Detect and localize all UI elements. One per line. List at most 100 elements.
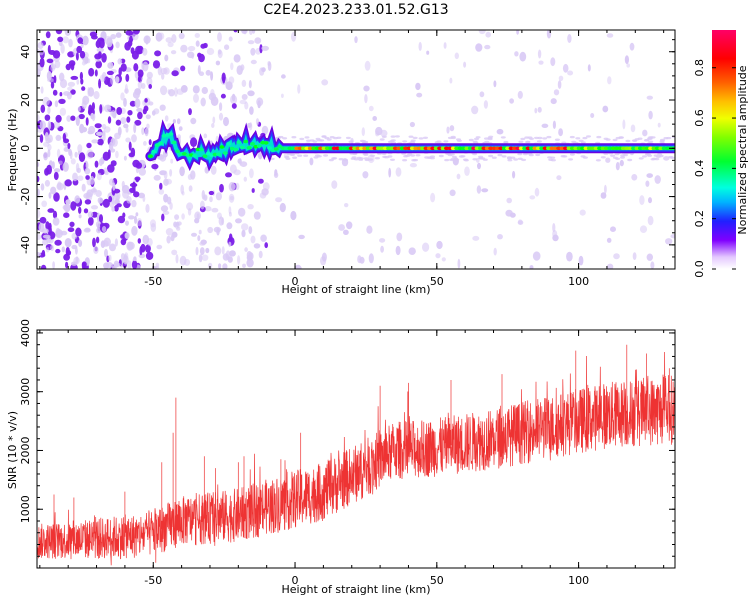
spectrogram-speckle (235, 182, 240, 191)
x-tick-label: 0 (292, 275, 299, 288)
spectrogram-speckle (221, 246, 225, 255)
spectrogram-speckle (449, 189, 456, 197)
spectrogram-speckle (104, 35, 112, 45)
spectrogram-speckle (208, 190, 215, 196)
spectrogram-speckle (37, 68, 41, 77)
spectrogram-speckle (96, 131, 103, 136)
ridge-blob (437, 146, 443, 151)
spectrogram-speckle (309, 157, 314, 166)
spectrogram-speckle (430, 155, 435, 158)
spectrogram-speckle (174, 222, 180, 229)
spectrogram-speckle (261, 125, 269, 135)
spectrogram-speckle (331, 180, 338, 189)
spectrogram-speckle (246, 251, 252, 259)
spectrogram-speckle (256, 97, 264, 107)
spectrogram-speckle (114, 132, 121, 140)
spectrogram-speckle (493, 247, 497, 256)
spectrogram-speckle (105, 262, 113, 269)
spectrogram-speckle (338, 158, 344, 161)
y-tick-label: -20 (19, 188, 32, 206)
spectrogram-speckle (194, 33, 200, 38)
spectrogram-speckle (92, 237, 96, 248)
spectrogram-speckle (171, 70, 179, 77)
spectrogram-speckle (441, 257, 446, 262)
spectrogram-speckle (44, 179, 51, 187)
spectrogram-speckle (292, 156, 298, 159)
spectrogram-speckle (59, 92, 63, 97)
spectrogram-speckle (557, 80, 562, 89)
spectrogram-speckle (522, 152, 528, 156)
spectrogram-speckle (415, 82, 421, 91)
spectrogram-speckle (132, 90, 140, 99)
spectrogram-speckle (85, 163, 89, 168)
spectrogram-speckle (180, 184, 184, 195)
spectrogram-speckle (537, 106, 542, 113)
spectrogram-speckle (195, 246, 199, 256)
spectrogram-speckle (159, 154, 167, 162)
spectrogram-speckle (164, 115, 169, 122)
spectrogram-speckle (423, 136, 428, 139)
spectrogram-speckle (517, 90, 523, 99)
ridge-blob (256, 144, 262, 148)
spectrogram-speckle (76, 79, 80, 85)
spectrogram-speckle (70, 201, 77, 211)
spectrogram-speckle (180, 85, 188, 93)
spectrogram-speckle (472, 158, 478, 161)
spectrogram-speckle (209, 196, 213, 203)
spectrogram-speckle (435, 253, 441, 259)
spectrogram-speckle (132, 159, 140, 168)
spectrogram-speckle (115, 119, 122, 126)
spectrogram-speckle (171, 249, 178, 256)
spectrogram-speckle (101, 226, 107, 233)
spectrogram-speckle (215, 60, 221, 66)
spectrogram-speckle (98, 51, 102, 59)
spectrogram-speckle (196, 213, 200, 220)
spectrogram-speckle (321, 135, 327, 138)
spectrogram-speckle (625, 139, 631, 143)
spectrogram-speckle (98, 78, 102, 89)
spectrogram-speckle (586, 135, 591, 138)
spectrogram-speckle (89, 175, 95, 185)
spectrogram-speckle (67, 142, 71, 150)
spectrogram-speckle (315, 154, 320, 157)
spectrogram-speckle (290, 153, 296, 156)
spectrogram-speckle (153, 174, 161, 181)
spectrogram-speckle (190, 137, 198, 148)
spectrogram-speckle (632, 252, 637, 260)
spectrogram-speckle (114, 198, 120, 205)
spectrogram-speckle (306, 139, 311, 142)
spectrogram-speckle (158, 188, 165, 195)
spectrogram-speckle (478, 30, 486, 35)
spectrogram-speckle (614, 152, 620, 156)
spectrogram-speckle (134, 71, 139, 79)
spectrogram-speckle (647, 215, 654, 226)
spectrogram-speckle (219, 183, 224, 193)
spectrogram-speckle (247, 204, 254, 210)
spectrogram-speckle (210, 165, 217, 175)
spectrogram-speckle (291, 136, 297, 139)
spectrogram-speckle (255, 118, 260, 126)
spectrogram-speckle (497, 153, 503, 157)
spectrogram-speckle (146, 77, 153, 87)
spectrogram-speckle (451, 155, 457, 159)
spectrogram-speckle (133, 256, 137, 262)
spectrogram-speckle (141, 127, 145, 135)
spectrogram-speckle (58, 98, 66, 104)
ridge-blob (236, 140, 242, 144)
spectrogram-speckle (546, 135, 552, 139)
spectrogram-speckle (606, 263, 614, 269)
spectrogram-speckle (395, 167, 402, 177)
spectrogram-speckle (62, 205, 68, 210)
spectrogram-speckle (511, 170, 516, 179)
y-tick-label: 2000 (19, 436, 32, 464)
snr-x-label: Height of straight line (km) (281, 583, 430, 596)
spectrogram-speckle (124, 42, 131, 51)
spectrogram-panel: -50 0 50 100 40 20 0 -20 -40 Height of straight … (6, 29, 676, 296)
spectrogram-speckle (361, 127, 365, 137)
spectrogram-speckle (394, 135, 400, 138)
spectrogram-speckle (639, 225, 648, 233)
spectrogram-speckle (108, 141, 114, 151)
ridge-blob (158, 141, 164, 146)
spectrogram-speckle (627, 158, 633, 162)
spectrogram-speckle (116, 107, 123, 115)
